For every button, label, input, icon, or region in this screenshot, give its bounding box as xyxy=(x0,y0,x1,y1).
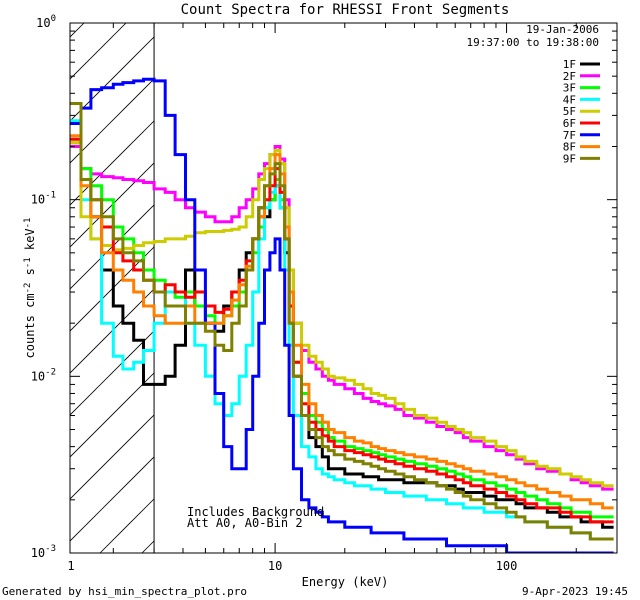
series-line-8F xyxy=(70,134,614,510)
annotation-background: Includes Background xyxy=(187,505,324,519)
hatch-line xyxy=(70,23,169,122)
y-tick-label: 10-3 xyxy=(31,544,56,560)
series-line-5F xyxy=(70,141,614,488)
x-tick-label: 10 xyxy=(268,559,282,573)
chart-title: Count Spectra for RHESSI Front Segments xyxy=(181,2,510,18)
legend-label-3F: 3F xyxy=(563,82,576,95)
legend-label-9F: 9F xyxy=(563,152,576,165)
plot-frame xyxy=(69,22,618,554)
time-range-label: 19:37:00 to 19:38:00 xyxy=(467,36,599,49)
legend-label-4F: 4F xyxy=(563,93,576,106)
x-axis-label: Energy (keV) xyxy=(302,575,389,589)
legend-label-7F: 7F xyxy=(563,129,576,142)
x-tick-label: 1 xyxy=(67,559,74,573)
series-line-7F xyxy=(70,77,614,553)
legend-label-8F: 8F xyxy=(563,141,576,154)
series-group xyxy=(70,77,614,553)
x-tick-label: 100 xyxy=(496,559,518,573)
hatch-mask xyxy=(154,23,617,553)
y-tick-label: 10-1 xyxy=(31,191,56,207)
series-line-6F xyxy=(70,137,614,524)
annotation-attenuator: Att A0, A0-Bin 2 xyxy=(187,516,303,530)
legend-label-5F: 5F xyxy=(563,105,576,118)
y-tick-label: 100 xyxy=(36,14,56,30)
hatch-line xyxy=(0,0,112,553)
y-axis-label: counts cm-2 s-1 keV-1 xyxy=(23,218,37,359)
footer-timestamp: 9-Apr-2023 19:45 xyxy=(522,585,628,598)
legend-label-1F: 1F xyxy=(563,58,576,71)
y-tick-label: 10-2 xyxy=(31,367,56,383)
hatch-line xyxy=(70,23,127,80)
series-line-3F xyxy=(70,141,614,519)
legend-label-6F: 6F xyxy=(563,117,576,130)
legend-label-2F: 2F xyxy=(563,70,576,83)
axis-ticks: 1 10 100 10-3 10-2 10-1 100 xyxy=(31,14,618,573)
series-line-9F xyxy=(70,102,614,541)
date-label: 19-Jan-2006 xyxy=(526,23,599,36)
footer-generated-by: Generated by hsi_min_spectra_plot.pro xyxy=(2,585,248,598)
